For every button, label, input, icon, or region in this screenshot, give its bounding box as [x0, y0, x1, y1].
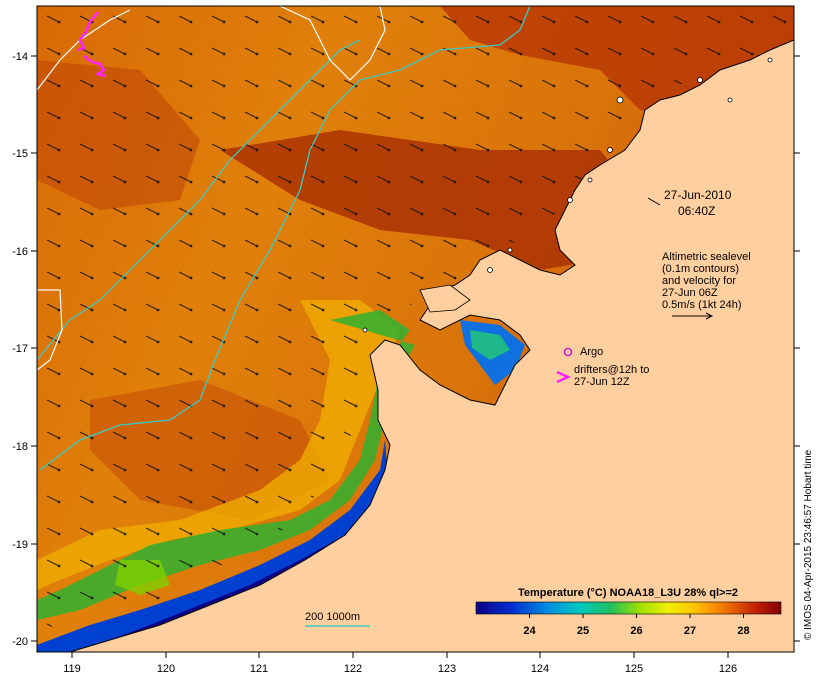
lon-axis: 119 120 121 122 123 124 125 126 [63, 652, 737, 675]
lon-tick-label: 122 [344, 663, 362, 675]
timestamp-label: 27-Jun-2010 06:40Z [647, 188, 732, 218]
altimetry-text: 27-Jun 06Z [662, 287, 718, 299]
drifter-track-1 [77, 11, 99, 52]
lat-tick-label: -19 [12, 539, 28, 551]
lon-tick-label: 126 [719, 663, 737, 675]
colorbar-tick-label: 24 [523, 625, 536, 637]
argo-label: Argo [580, 346, 603, 358]
depth-scale-label: 200 1000m [305, 611, 360, 623]
argo-legend: Argo [563, 346, 603, 358]
velocity-arrows [37, 6, 794, 630]
drifter-track-2 [83, 55, 107, 78]
date-label: 27-Jun-2010 [664, 188, 732, 202]
altimetry-text: 0.5m/s (1kt 24h) [662, 299, 741, 311]
colorbar-tick-label: 25 [577, 625, 589, 637]
colorbar-gradient [475, 601, 782, 615]
drifter-chevron-icon [556, 370, 572, 384]
colorbar-tick-label: 26 [630, 625, 642, 637]
plot-area [37, 6, 794, 652]
time-label: 06:40Z [678, 204, 715, 218]
lat-tick-label: -20 [12, 636, 28, 648]
lon-tick-label: 121 [250, 663, 268, 675]
lat-tick-label: -17 [12, 343, 28, 355]
lon-tick-label: 120 [157, 663, 175, 675]
lat-tick-label: -15 [12, 148, 28, 160]
depth-legend: 200 1000m [305, 611, 370, 627]
lon-tick-label: 124 [531, 663, 549, 675]
drifter-label: drifters@12h to [574, 364, 649, 376]
altimetry-text: Altimetric sealevel [662, 251, 751, 263]
colorbar-tick-label: 28 [737, 625, 749, 637]
argo-marker-icon [563, 347, 573, 357]
colorbar-title: Temperature (°C) NOAA18_L3U 28% ql>=2 [518, 587, 738, 599]
altimetry-text: and velocity for [662, 275, 736, 287]
depth-contour-200m [37, 39, 361, 361]
lon-tick-label: 119 [63, 663, 81, 675]
colorbar: Temperature (°C) NOAA18_L3U 28% ql>=2 24… [475, 587, 782, 637]
depth-contour-1000m [39, 6, 531, 471]
lat-axis: -14 -15 -16 -17 -18 -19 -20 [12, 51, 800, 648]
plot-frame [36, 5, 795, 653]
lon-tick-label: 123 [438, 663, 456, 675]
drifter-legend: drifters@12h to 27-Jun 12Z [556, 364, 649, 388]
drifter-label: 27-Jun 12Z [574, 376, 630, 388]
lat-tick-label: -16 [12, 246, 28, 258]
land-kimberley [69, 39, 794, 652]
lat-tick-label: -18 [12, 441, 28, 453]
altimetry-text: (0.1m contours) [662, 263, 739, 275]
lon-tick-label: 125 [625, 663, 643, 675]
colorbar-tick-label: 27 [684, 625, 696, 637]
lat-tick-label: -14 [12, 51, 28, 63]
altimetry-legend: Altimetric sealevel (0.1m contours) and … [662, 251, 751, 320]
credit-text: © IMOS 04-Apr-2015 23:46:57 Hobart time [803, 449, 814, 640]
